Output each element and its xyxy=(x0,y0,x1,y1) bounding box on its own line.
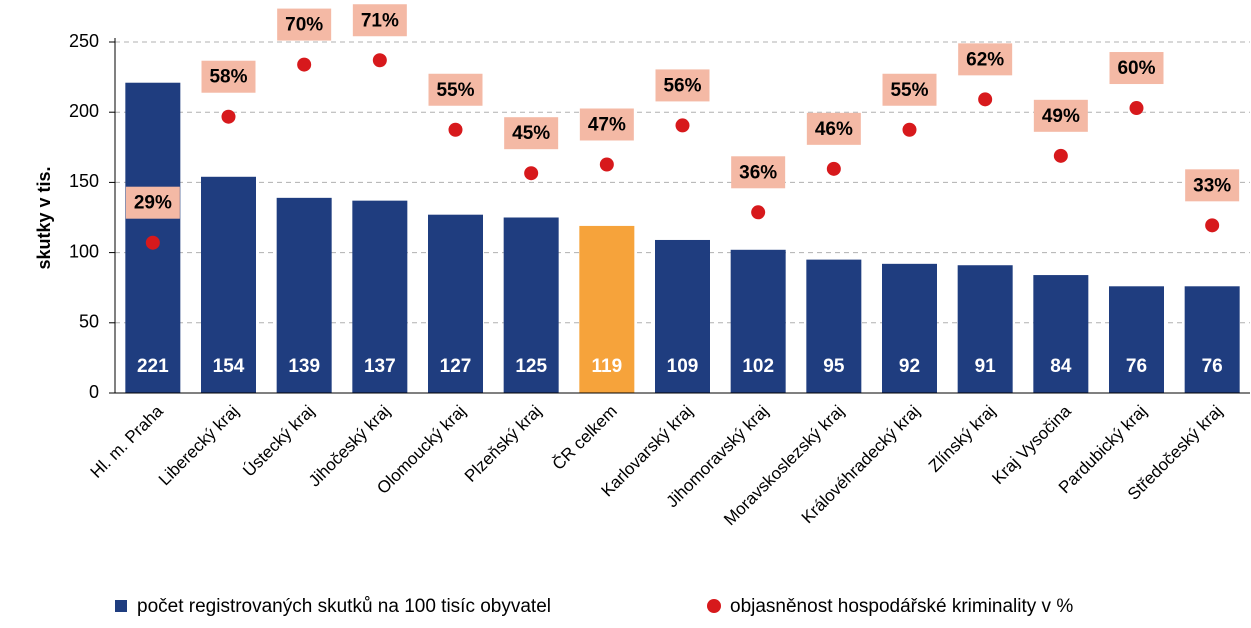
dot xyxy=(1205,218,1220,233)
label-box xyxy=(504,117,559,150)
y-tick-label: 200 xyxy=(69,101,99,121)
label-box xyxy=(1185,169,1240,202)
dot-value-label: 47% xyxy=(588,115,626,136)
label-box xyxy=(806,112,861,145)
dot-value-label: 62% xyxy=(966,49,1004,70)
dot xyxy=(524,166,539,181)
label-box xyxy=(655,69,710,102)
bar xyxy=(428,214,483,393)
bar xyxy=(579,225,635,393)
dot xyxy=(1129,101,1144,116)
dot xyxy=(448,122,463,137)
dot xyxy=(372,53,387,68)
bar xyxy=(503,217,559,393)
x-tick-label: Kraj Vysočina xyxy=(988,401,1075,488)
dot xyxy=(751,205,766,220)
x-tick-label: Zlínský kraj xyxy=(925,402,999,476)
bar-value-label: 127 xyxy=(440,356,472,377)
legend-label: počet registrovaných skutků na 100 tisíc… xyxy=(137,596,551,617)
bar-value-label: 139 xyxy=(288,356,320,377)
dot xyxy=(145,235,160,250)
y-tick-label: 100 xyxy=(69,241,99,261)
x-tick-label: Plzeňský kraj xyxy=(461,402,545,486)
dot-value-label: 56% xyxy=(663,75,701,96)
dot xyxy=(1053,148,1068,163)
dot-value-label: 45% xyxy=(512,123,550,144)
bar-value-label: 76 xyxy=(1202,356,1223,377)
bar-value-label: 221 xyxy=(137,356,169,377)
dot xyxy=(978,92,993,107)
x-tick-label: Liberecký kraj xyxy=(155,402,243,490)
label-box xyxy=(352,4,407,37)
y-tick-label: 50 xyxy=(79,312,99,332)
bar xyxy=(1109,286,1164,393)
y-tick-label: 0 xyxy=(89,382,99,402)
bar xyxy=(352,200,408,393)
bar xyxy=(882,263,937,393)
dot xyxy=(902,122,917,137)
bar xyxy=(276,197,332,393)
bar xyxy=(957,265,1013,393)
legend-marker xyxy=(115,600,127,612)
bar xyxy=(806,259,862,393)
bar xyxy=(1184,286,1240,393)
bar-value-label: 91 xyxy=(975,356,997,377)
dot xyxy=(675,118,690,133)
y-tick-label: 250 xyxy=(69,31,99,51)
label-box xyxy=(201,60,256,93)
dot-value-label: 46% xyxy=(815,119,853,140)
x-tick-label: Ústecký kraj xyxy=(239,402,318,481)
label-box xyxy=(731,156,786,189)
y-tick-label: 150 xyxy=(69,171,99,191)
dot-value-label: 33% xyxy=(1193,175,1231,196)
bar-value-label: 137 xyxy=(364,356,396,377)
dot-value-label: 29% xyxy=(134,193,172,214)
bar xyxy=(201,176,256,393)
bar xyxy=(1033,275,1089,393)
bar-value-label: 125 xyxy=(515,356,547,377)
dot-value-label: 49% xyxy=(1042,106,1080,127)
label-box xyxy=(277,8,332,41)
dot-value-label: 36% xyxy=(739,162,777,183)
bar-value-label: 109 xyxy=(667,356,699,377)
label-box xyxy=(1033,99,1088,132)
legend-marker xyxy=(707,599,721,613)
bar xyxy=(730,249,786,393)
bar-value-label: 92 xyxy=(899,356,920,377)
label-box xyxy=(579,108,634,141)
label-box xyxy=(125,186,180,219)
dot-value-label: 55% xyxy=(436,80,474,101)
y-axis-label: skutky v tis. xyxy=(34,166,54,269)
dot xyxy=(297,57,312,72)
dot-value-label: 55% xyxy=(890,80,928,101)
dot-value-label: 60% xyxy=(1117,58,1155,79)
x-tick-label: Hl. m. Praha xyxy=(87,401,168,482)
bar xyxy=(655,239,710,393)
dot xyxy=(826,161,841,176)
dot-value-label: 71% xyxy=(361,10,399,31)
bar-value-label: 84 xyxy=(1050,356,1072,377)
legend-label: objasněnost hospodářské kriminality v % xyxy=(730,596,1073,617)
bar-value-label: 154 xyxy=(213,356,245,377)
dot-value-label: 70% xyxy=(285,15,323,36)
x-tick-label: ČR celkem xyxy=(549,402,621,474)
bar-value-label: 119 xyxy=(592,356,623,377)
label-box xyxy=(1109,52,1164,85)
bar-value-label: 102 xyxy=(742,356,774,377)
label-box xyxy=(882,73,937,106)
label-box xyxy=(958,43,1013,76)
dot-value-label: 58% xyxy=(209,67,247,88)
label-box xyxy=(428,73,483,106)
bar-value-label: 95 xyxy=(823,356,845,377)
bar-value-label: 76 xyxy=(1126,356,1147,377)
dot xyxy=(221,109,236,124)
dot xyxy=(599,157,614,172)
